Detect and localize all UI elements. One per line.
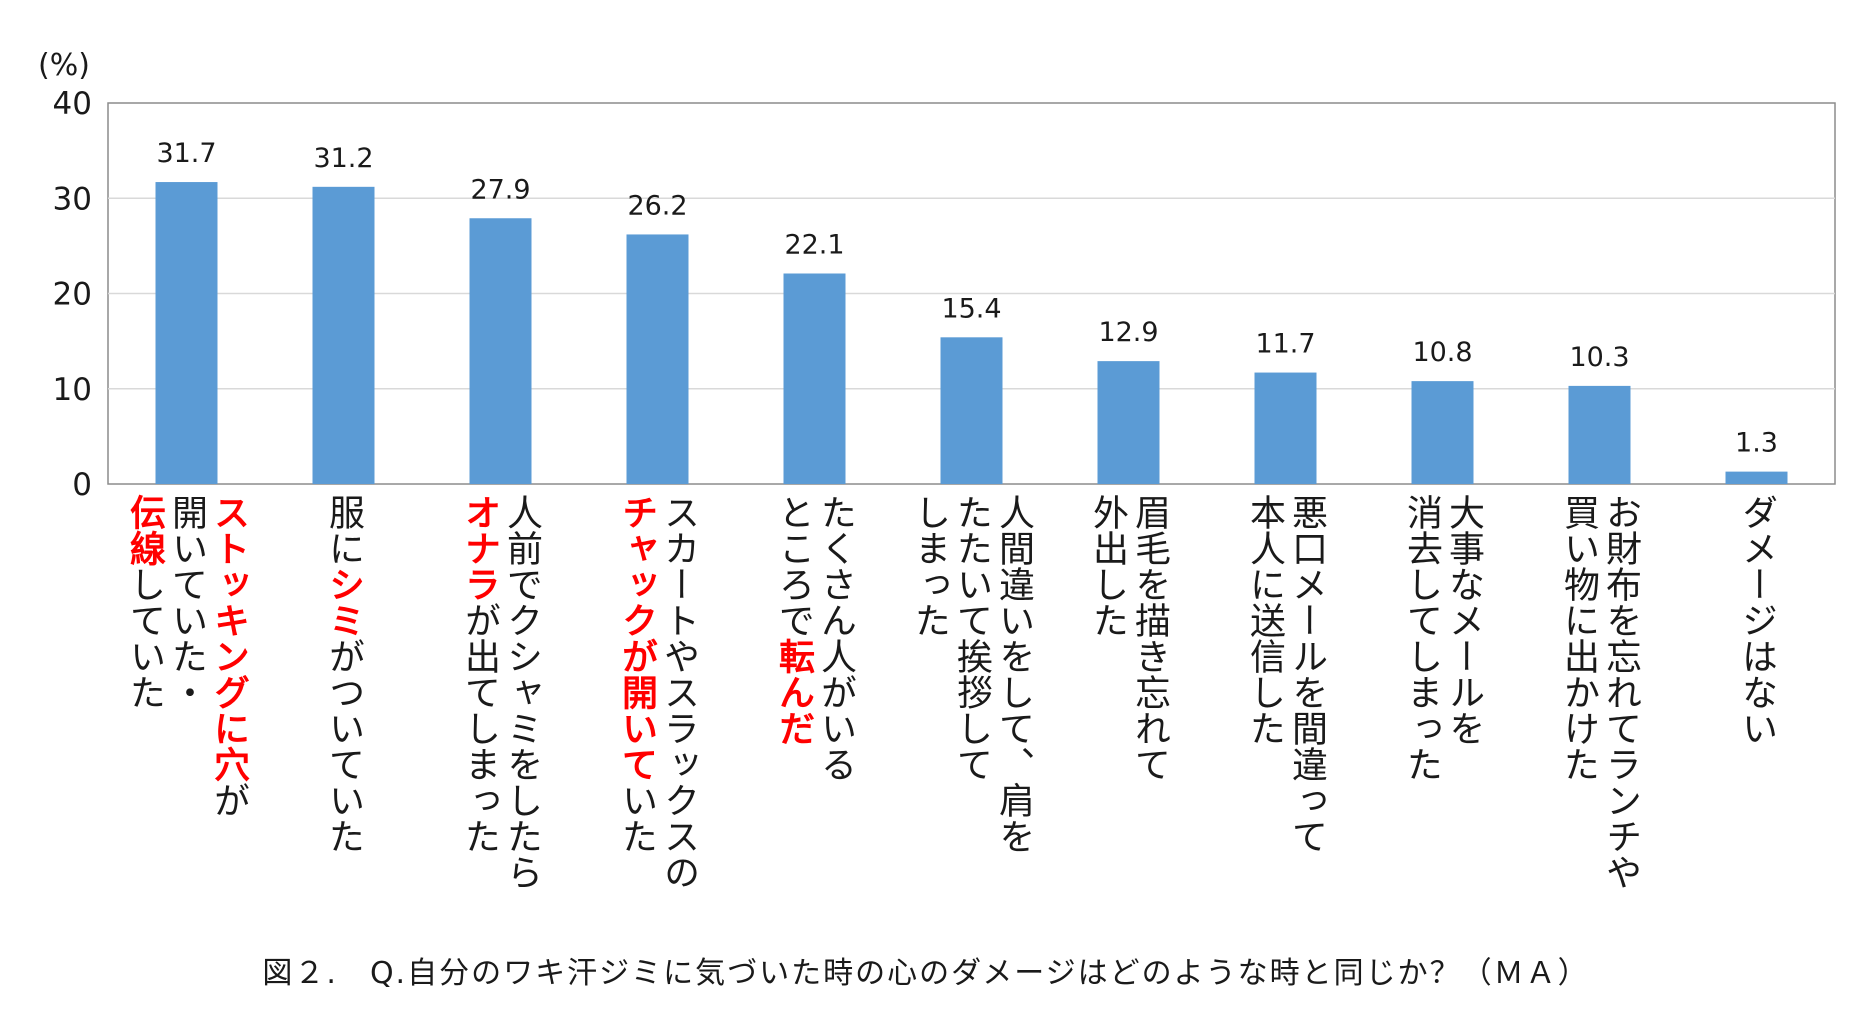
label-text: 買い物に出かけた bbox=[1558, 494, 1599, 782]
figure-caption: 図２. Q.自分のワキ汗ジミに気づいた時の心のダメージはどのような時と同じか？（… bbox=[262, 956, 1590, 991]
label-text: ダメージはない bbox=[1736, 494, 1777, 746]
x-category-label-line: 人間違いをして、肩を bbox=[993, 494, 1034, 854]
data-label: 10.8 bbox=[1412, 337, 1472, 368]
x-category-label-line: しまった bbox=[909, 494, 950, 638]
data-label: 27.9 bbox=[470, 174, 530, 205]
label-text: お財布を忘れてランチや bbox=[1600, 494, 1641, 890]
x-category-label-line: 開いていた・ bbox=[166, 494, 207, 710]
label-text: 外出した bbox=[1087, 494, 1128, 638]
x-category-label-line: スカートやスラックスの bbox=[658, 494, 699, 890]
y-tick-label: 40 bbox=[53, 86, 92, 122]
data-label: 31.2 bbox=[313, 143, 373, 174]
bar bbox=[940, 337, 1003, 484]
x-category-label-line: ストッキングに穴が bbox=[208, 494, 250, 818]
label-text: 人間違いをして、肩を bbox=[993, 494, 1034, 854]
y-tick-label: 10 bbox=[53, 372, 92, 408]
x-category-label-line: たくさん人がいる bbox=[815, 494, 856, 782]
y-tick-label: 30 bbox=[53, 181, 92, 217]
bar bbox=[1568, 385, 1631, 484]
label-text: が bbox=[208, 782, 249, 818]
label-text: 人前でクシャミをしたら bbox=[501, 494, 542, 890]
highlight-text: ストッキングに穴 bbox=[208, 494, 250, 782]
label-text: が出てしまった bbox=[459, 602, 500, 854]
data-label: 22.1 bbox=[784, 229, 844, 260]
data-label: 1.3 bbox=[1735, 428, 1778, 459]
x-category-label-line: たたいて挨拶して bbox=[951, 494, 992, 782]
highlight-text: オナラ bbox=[459, 494, 500, 602]
label-text: たくさん人がいる bbox=[815, 494, 856, 782]
data-label: 15.4 bbox=[941, 293, 1001, 324]
data-label: 31.7 bbox=[156, 138, 216, 169]
label-text: 消去してしまった bbox=[1401, 494, 1442, 782]
x-category-label-line: ダメージはない bbox=[1736, 494, 1777, 746]
highlight-text: シミ bbox=[323, 566, 364, 638]
y-tick-label: 0 bbox=[72, 467, 92, 503]
y-tick-label: 20 bbox=[53, 277, 92, 313]
x-category-label-line: チャックが開いていた bbox=[616, 494, 657, 854]
x-category-label-line: お財布を忘れてランチや bbox=[1600, 494, 1641, 890]
x-category-label-line: 買い物に出かけた bbox=[1558, 494, 1599, 782]
label-text: いた bbox=[616, 782, 657, 854]
bar bbox=[312, 186, 375, 484]
x-category-label-line: 人前でクシャミをしたら bbox=[501, 494, 542, 890]
x-category-label-line: オナラが出てしまった bbox=[459, 494, 500, 854]
bar bbox=[155, 182, 218, 484]
x-category-label-line: 大事なメールを bbox=[1443, 494, 1484, 746]
label-text: 服に bbox=[323, 494, 364, 566]
highlight-text: 伝線 bbox=[124, 494, 166, 566]
bar bbox=[1097, 361, 1160, 484]
label-text: 大事なメールを bbox=[1443, 494, 1484, 746]
label-text: たたいて挨拶して bbox=[951, 494, 992, 782]
bar bbox=[469, 218, 532, 484]
x-category-label: ダメージはない bbox=[1736, 494, 1777, 746]
label-text: がついていた bbox=[323, 638, 364, 854]
bar bbox=[1725, 471, 1788, 484]
x-category-label-line: 眉毛を描き忘れて bbox=[1129, 494, 1170, 782]
bar bbox=[1411, 381, 1474, 484]
bar bbox=[626, 234, 689, 484]
x-category-label-line: ところで転んだ bbox=[773, 494, 815, 746]
label-text: 開いていた・ bbox=[166, 494, 207, 710]
highlight-text: チャックが開いて bbox=[616, 494, 657, 782]
x-category-label-line: 消去してしまった bbox=[1401, 494, 1442, 782]
label-text: していた bbox=[124, 566, 165, 710]
label-text: スカートやスラックスの bbox=[658, 494, 699, 890]
label-text: 眉毛を描き忘れて bbox=[1129, 494, 1170, 782]
label-text: しまった bbox=[909, 494, 950, 638]
label-text: 本人に送信した bbox=[1244, 494, 1286, 746]
bar bbox=[783, 273, 846, 484]
bar bbox=[1254, 372, 1317, 484]
x-category-label-line: 外出した bbox=[1087, 494, 1128, 638]
x-category-label-line: 本人に送信した bbox=[1244, 494, 1286, 746]
data-label: 11.7 bbox=[1255, 329, 1315, 360]
label-text: ところで bbox=[773, 494, 814, 638]
x-category-label-line: 悪口メールを間違って bbox=[1286, 494, 1327, 854]
highlight-text: 転んだ bbox=[773, 638, 815, 746]
data-label: 12.9 bbox=[1098, 317, 1158, 348]
x-category-label: 服にシミがついていた bbox=[323, 494, 364, 854]
x-category-label-line: 服にシミがついていた bbox=[323, 494, 364, 854]
x-category-label-line: 伝線していた bbox=[124, 494, 166, 710]
label-text: 悪口メールを間違って bbox=[1286, 494, 1327, 854]
data-label: 10.3 bbox=[1569, 342, 1629, 373]
data-label: 26.2 bbox=[627, 190, 687, 221]
y-unit-label: (%) bbox=[38, 48, 90, 83]
